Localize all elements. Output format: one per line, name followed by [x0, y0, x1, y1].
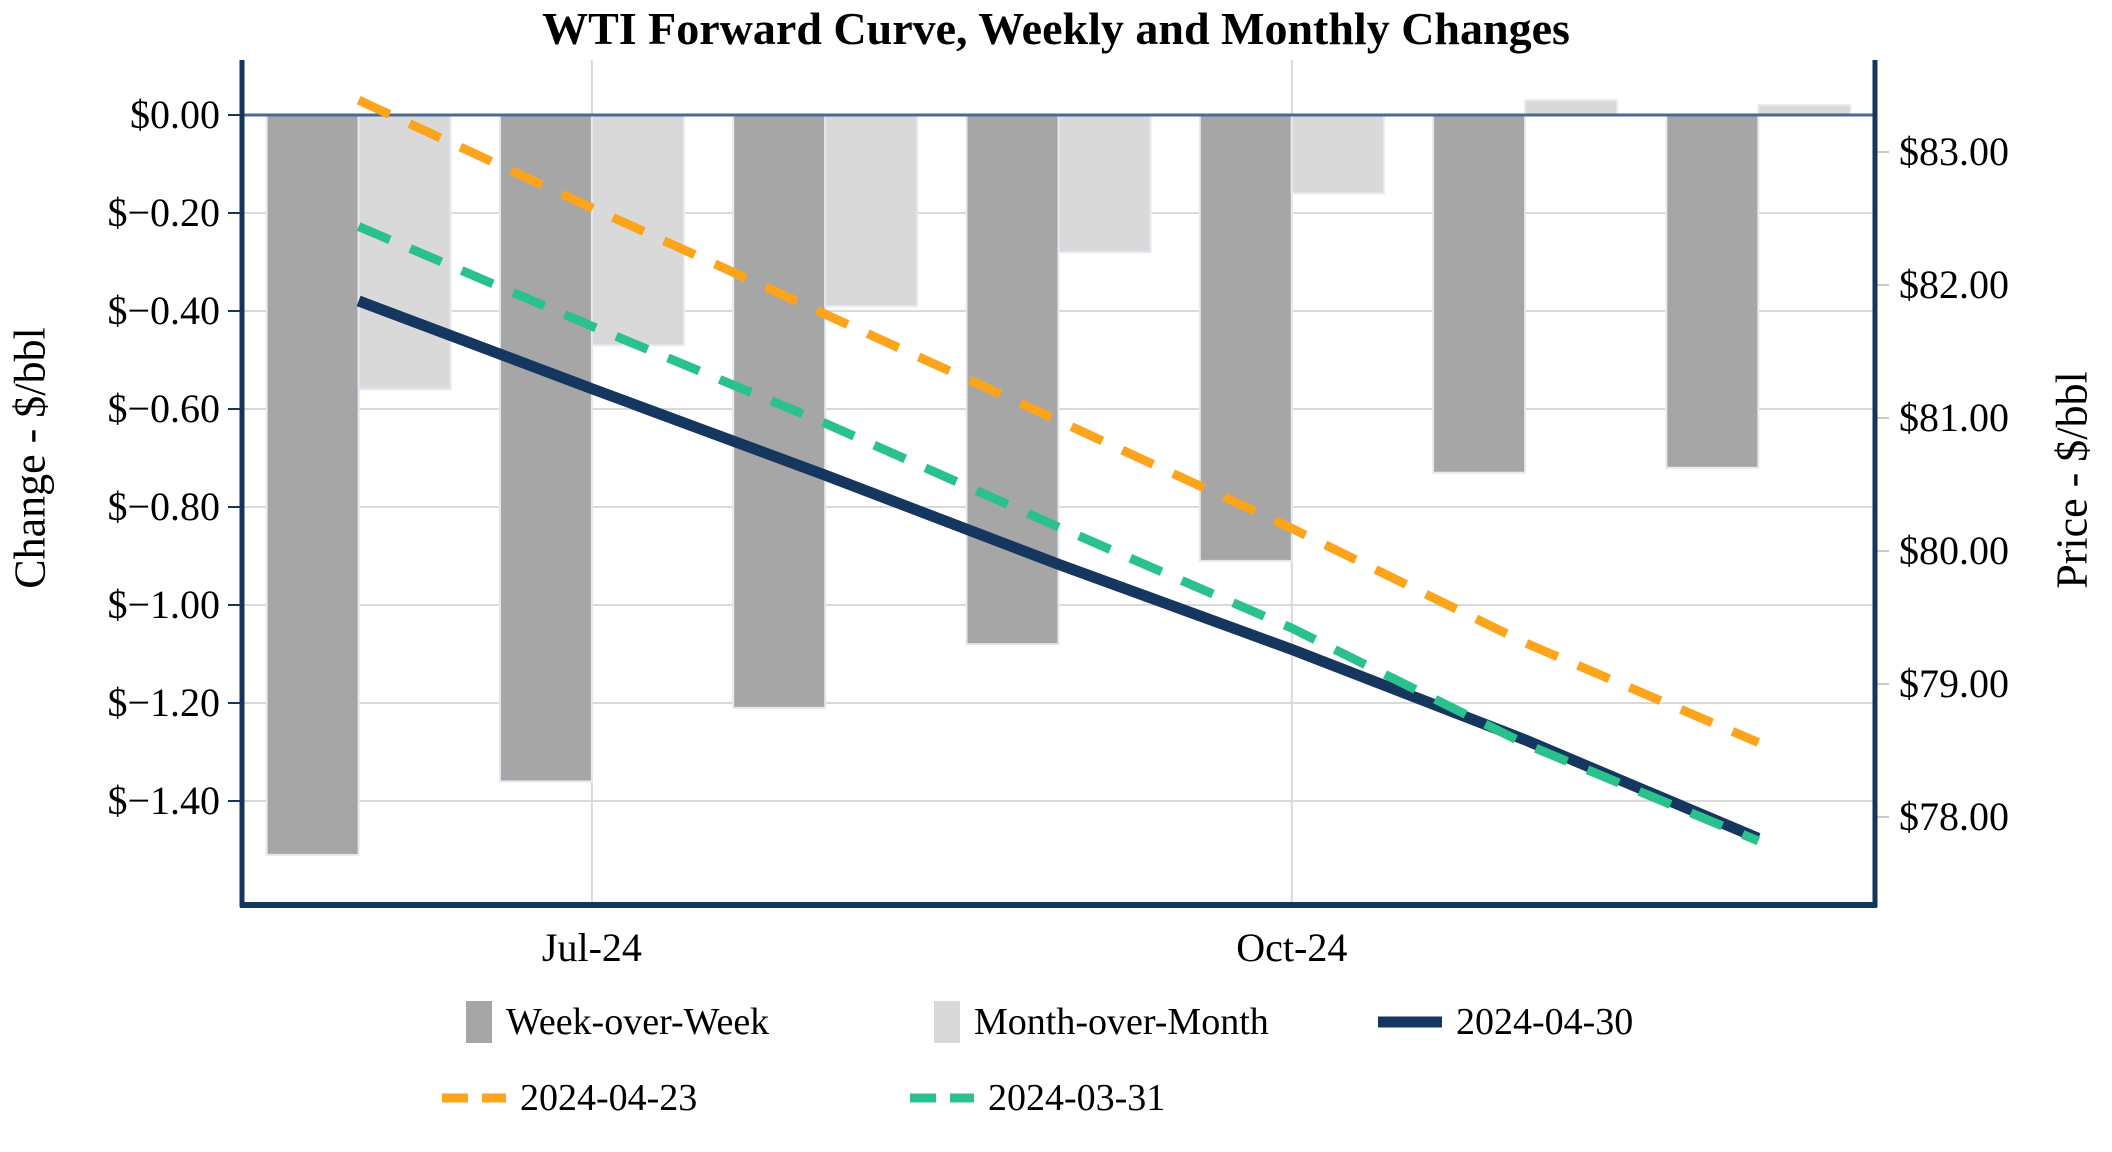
left-axis-tick-label: $−0.80 [107, 484, 220, 529]
dashed-line-swatch [442, 1093, 506, 1103]
bar-month-over-month-slot-4 [1290, 114, 1385, 195]
line-2024-03-31 [356, 222, 1761, 846]
legend-item-2024-03-31: 2024-03-31 [910, 1076, 1165, 1120]
line-2024-04-23 [356, 96, 1761, 747]
bar-month-over-month-slot-3 [1057, 114, 1152, 254]
legend-label: Week-over-Week [506, 1001, 770, 1043]
dashed-line-swatch [910, 1093, 974, 1103]
bar-month-over-month-slot-0 [357, 114, 452, 391]
legend-label: 2024-04-23 [520, 1077, 698, 1119]
left-axis-tick-label: $0.00 [130, 92, 220, 137]
right-axis-tick-label: $79.00 [1899, 661, 2009, 706]
right-axis-tick-label: $83.00 [1899, 129, 2009, 174]
legend-label: 2024-03-31 [988, 1077, 1166, 1119]
left-axis-tick-label: $−0.20 [107, 190, 220, 235]
bar-week-over-week-slot-2 [732, 114, 827, 709]
x-axis-tick-label: Jul-24 [541, 925, 642, 970]
legend-label: 2024-04-30 [1456, 1001, 1634, 1043]
bar-week-over-week-slot-6 [1665, 114, 1760, 469]
right-axis-tick-label: $80.00 [1899, 528, 2009, 573]
x-axis-tick-label: Oct-24 [1236, 925, 1348, 970]
bar-week-over-week-slot-0 [265, 114, 360, 856]
right-axis-tick-label: $78.00 [1899, 794, 2009, 839]
bar-week-over-week-slot-4 [1198, 114, 1293, 562]
solid-line-swatch [1378, 1016, 1442, 1028]
legend-label: Month-over-Month [974, 1001, 1269, 1043]
legend-item-month-over-month: Month-over-Month [934, 1000, 1269, 1044]
left-axis-tick-label: $−1.40 [107, 778, 220, 823]
bar-month-over-month-slot-5 [1524, 99, 1619, 117]
month-over-month-swatch [934, 1001, 960, 1043]
legend-item-week-over-week: Week-over-Week [466, 1000, 769, 1044]
legend-item-2024-04-30: 2024-04-30 [1378, 1000, 1633, 1044]
bar-month-over-month-slot-2 [824, 114, 919, 308]
legend-item-2024-04-23: 2024-04-23 [442, 1076, 697, 1120]
bar-month-over-month-slot-1 [590, 114, 685, 347]
week-over-week-swatch [466, 1001, 492, 1043]
bar-week-over-week-slot-5 [1432, 114, 1527, 474]
left-axis-tick-label: $−1.20 [107, 680, 220, 725]
chart-title: WTI Forward Curve, Weekly and Monthly Ch… [542, 3, 1570, 54]
line-2024-04-30 [356, 295, 1761, 844]
right-axis-tick-label: $82.00 [1899, 262, 2009, 307]
left-axis-tick-label: $−0.60 [107, 386, 220, 431]
left-axis-tick-label: $−1.00 [107, 582, 220, 627]
bar-week-over-week-slot-1 [498, 114, 593, 783]
right-axis-tick-label: $81.00 [1899, 395, 2009, 440]
left-axis-tick-label: $−0.40 [107, 288, 220, 333]
